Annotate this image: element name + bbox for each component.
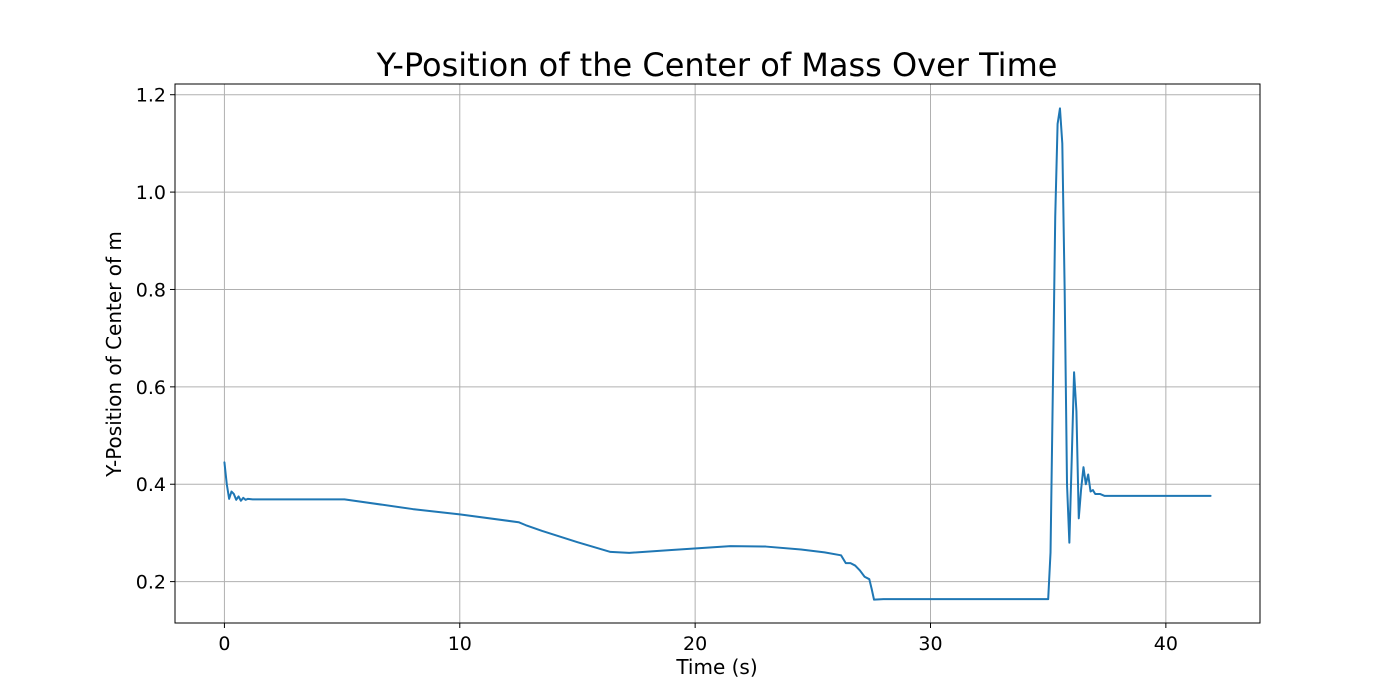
x-tick-label: 20 <box>683 633 707 655</box>
x-tick-label: 10 <box>448 633 472 655</box>
axis-ticks: 0 10 20 30 40 0.2 0.4 0.6 0.8 1.0 1.2 <box>136 85 1178 655</box>
y-tick-label: 0.8 <box>136 279 166 301</box>
y-tick-label: 1.2 <box>136 85 166 107</box>
y-tick-label: 1.0 <box>136 182 166 204</box>
x-tick-label: 0 <box>218 633 230 655</box>
y-axis-label: Y-Position of Center of m <box>102 231 126 478</box>
plot-frame <box>174 83 1261 624</box>
x-tick-label: 30 <box>918 633 942 655</box>
y-tick-label: 0.2 <box>136 572 166 594</box>
y-tick-label: 0.6 <box>136 377 166 399</box>
x-tick-label: 40 <box>1154 633 1178 655</box>
grid-lines <box>175 84 1260 623</box>
series-layer <box>223 107 1212 601</box>
chart-title: Y-Position of the Center of Mass Over Ti… <box>376 46 1058 84</box>
series-line <box>223 107 1212 601</box>
x-axis-label: Time (s) <box>675 655 757 679</box>
y-tick-label: 0.4 <box>136 474 166 496</box>
